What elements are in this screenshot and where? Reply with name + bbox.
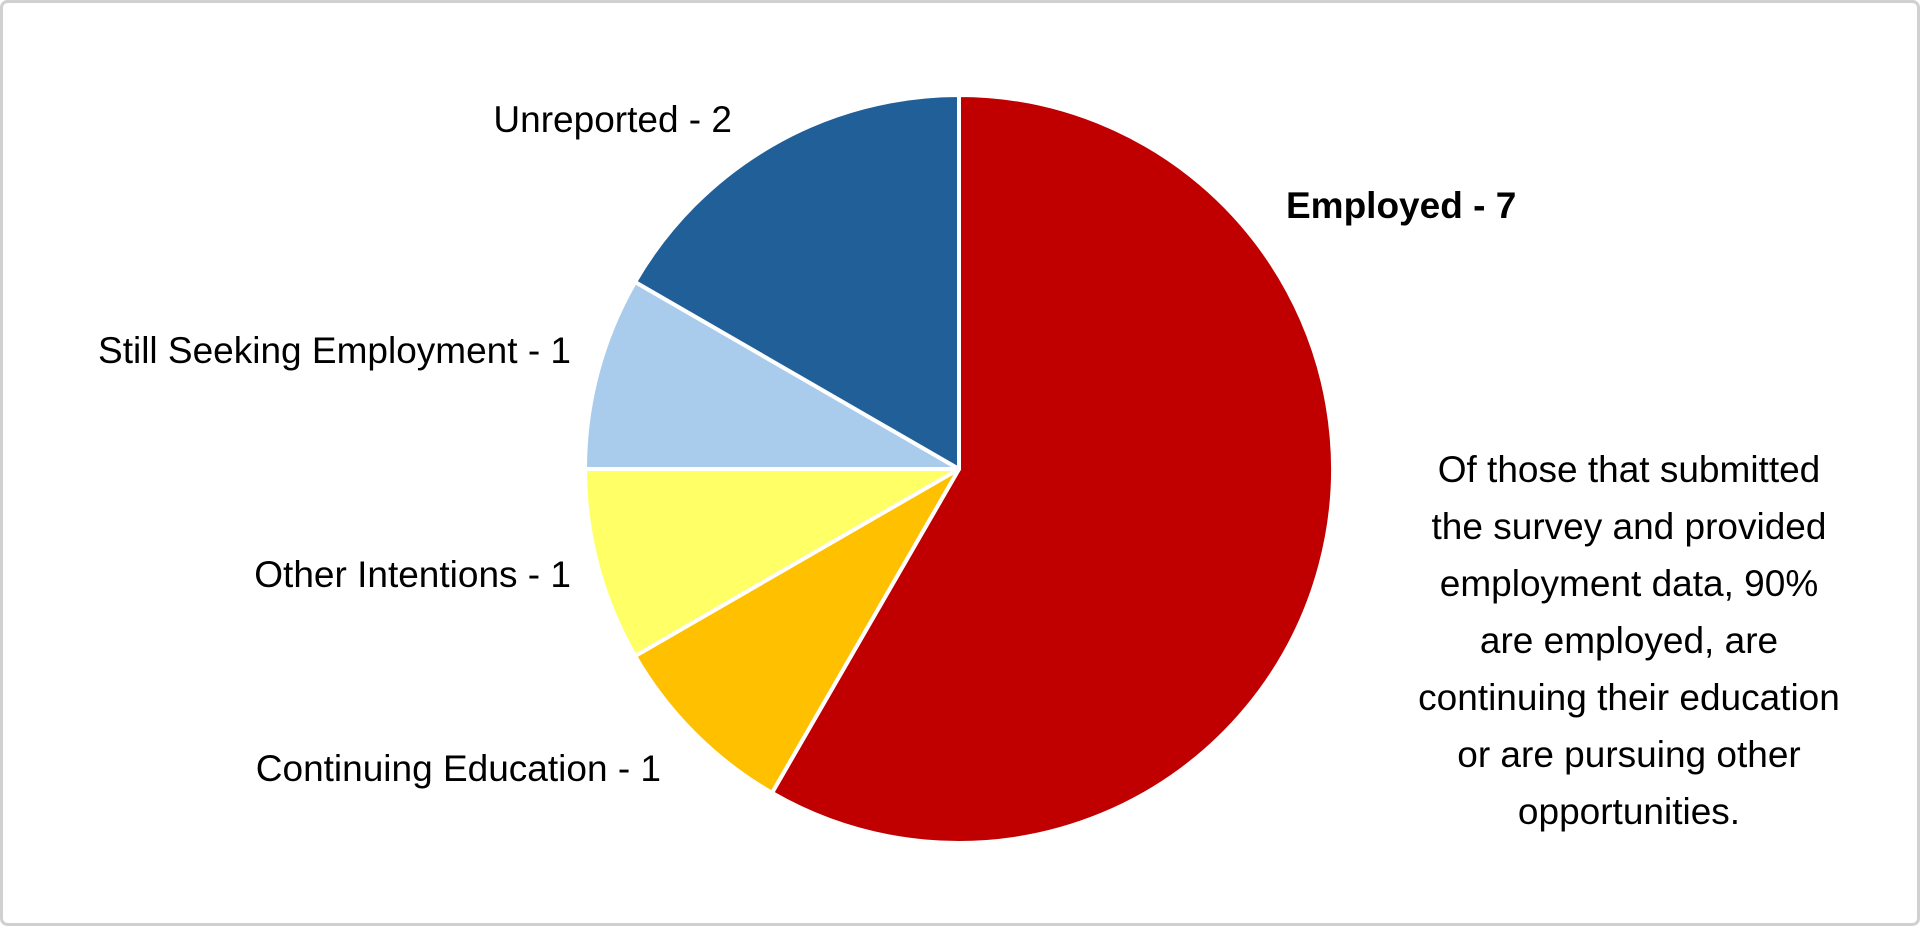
slice-label: Other Intentions - 1 bbox=[254, 554, 571, 595]
annotation-line: opportunities. bbox=[1518, 791, 1740, 832]
annotation-line: the survey and provided bbox=[1432, 506, 1827, 547]
slice-label: Continuing Education - 1 bbox=[256, 748, 661, 789]
slice-label: Employed - 7 bbox=[1286, 185, 1516, 226]
slice-label: Still Seeking Employment - 1 bbox=[98, 330, 571, 371]
pie-slice bbox=[633, 93, 961, 471]
annotation-line: continuing their education bbox=[1418, 677, 1840, 718]
annotation-line: Of those that submitted bbox=[1438, 449, 1821, 490]
pie-slice bbox=[770, 93, 1335, 845]
annotation-line: employment data, 90% bbox=[1440, 563, 1818, 604]
pie-slice bbox=[583, 280, 961, 471]
slice-label: Unreported - 2 bbox=[493, 99, 732, 140]
pie-slice bbox=[633, 467, 961, 795]
annotation-line: are employed, are bbox=[1480, 620, 1778, 661]
pie-slice bbox=[583, 467, 961, 658]
annotation-line: or are pursuing other bbox=[1457, 734, 1800, 775]
